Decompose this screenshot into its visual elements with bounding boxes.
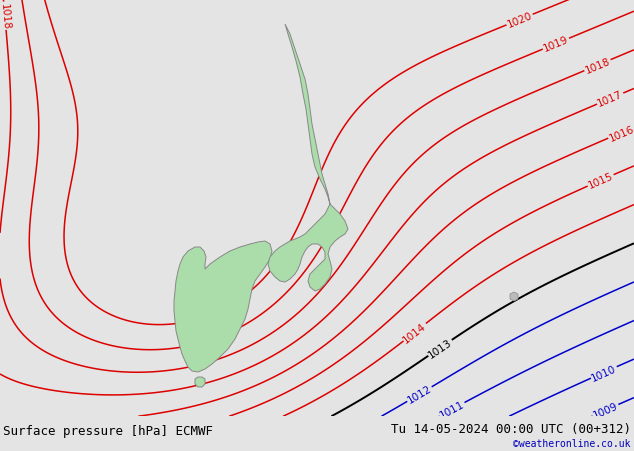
Text: 1009: 1009 [592,400,619,420]
Text: 1014: 1014 [401,321,428,345]
Polygon shape [174,241,272,372]
Text: 1017: 1017 [596,90,624,109]
Polygon shape [195,377,205,387]
Polygon shape [268,25,348,291]
Text: 1010: 1010 [590,363,618,382]
Text: 1019: 1019 [542,35,570,54]
Text: Surface pressure [hPa] ECMWF: Surface pressure [hPa] ECMWF [3,423,213,437]
Polygon shape [510,292,518,301]
Text: 1015: 1015 [586,171,615,191]
Text: ©weatheronline.co.uk: ©weatheronline.co.uk [514,437,631,447]
Text: Tu 14-05-2024 00:00 UTC (00+312): Tu 14-05-2024 00:00 UTC (00+312) [391,422,631,435]
Text: 1012: 1012 [406,383,434,405]
Text: 1013: 1013 [426,336,454,359]
Text: 1018: 1018 [583,56,612,76]
Text: 1011: 1011 [438,399,466,420]
Text: 1018: 1018 [0,3,11,30]
Text: 1020: 1020 [505,11,534,30]
Text: 1016: 1016 [607,124,634,143]
